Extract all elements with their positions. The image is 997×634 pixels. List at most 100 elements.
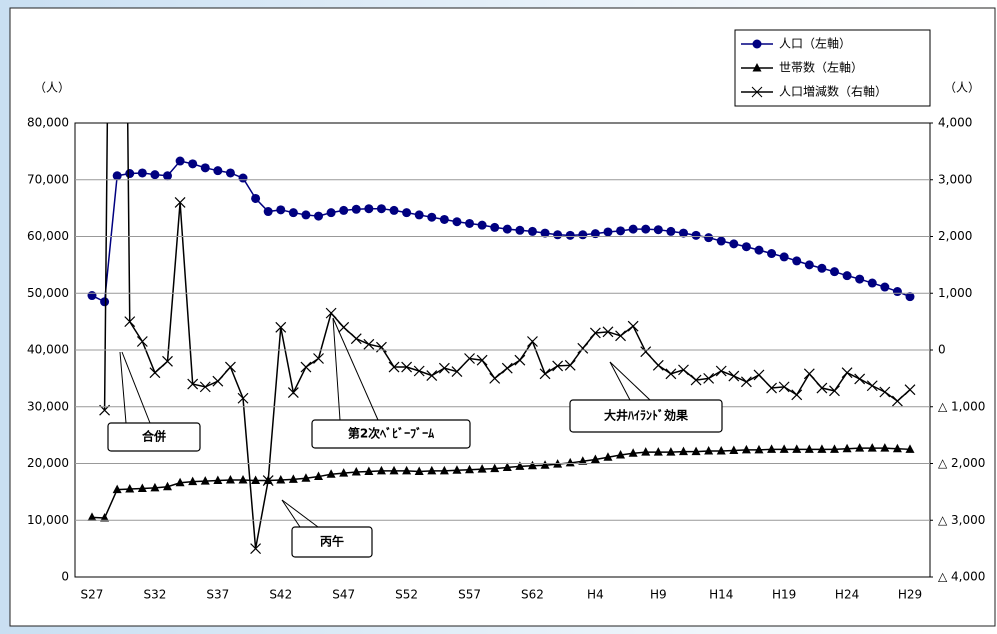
- point: [136, 336, 148, 347]
- point: [199, 381, 211, 393]
- point: [262, 475, 274, 486]
- point: [339, 468, 349, 477]
- callout-box: [291, 526, 373, 558]
- point: [602, 326, 614, 338]
- point: [540, 460, 550, 469]
- point: [313, 353, 324, 364]
- point: [350, 333, 362, 345]
- annotation: 第2次ﾍﾞﾋﾞｰﾌﾞｰﾑ: [348, 426, 434, 441]
- chart-frame: [9, 7, 996, 627]
- point: [212, 375, 224, 387]
- point: [451, 366, 463, 377]
- point: [641, 224, 651, 234]
- callout-box: [569, 399, 723, 433]
- point: [439, 214, 449, 224]
- point: [301, 473, 311, 482]
- point: [691, 230, 701, 240]
- y-tick-label: 30,000: [27, 399, 69, 413]
- point: [841, 367, 853, 379]
- point: [175, 477, 185, 487]
- point: [666, 447, 676, 456]
- point: [829, 267, 839, 277]
- point: [527, 336, 538, 347]
- point: [854, 373, 866, 385]
- point: [753, 369, 765, 381]
- callout-pointer: [332, 317, 379, 421]
- point: [263, 207, 273, 217]
- point: [690, 374, 702, 386]
- point: [413, 365, 425, 377]
- point: [615, 330, 626, 342]
- point: [438, 362, 450, 374]
- point: [728, 370, 740, 382]
- x-tick-label: S42: [269, 588, 292, 602]
- point: [351, 204, 361, 214]
- point: [766, 382, 777, 394]
- point: [578, 456, 588, 465]
- x-tick-label: S37: [206, 588, 229, 602]
- point: [414, 210, 424, 220]
- callout-pointer: [281, 499, 301, 528]
- point: [704, 233, 714, 243]
- y2-tick-label: 0: [938, 343, 946, 357]
- annotation: 合併: [142, 429, 166, 444]
- point: [553, 230, 563, 240]
- legend-marker: [751, 86, 763, 98]
- point: [804, 260, 814, 270]
- point: [539, 368, 551, 380]
- x-tick-label: S27: [81, 588, 104, 602]
- point: [150, 482, 160, 492]
- legend-label: 世帯数（左軸）: [779, 60, 863, 75]
- point: [188, 159, 198, 169]
- point: [163, 171, 173, 181]
- point: [87, 291, 97, 301]
- x-tick-label: H24: [835, 588, 859, 602]
- x-tick-label: S62: [521, 588, 544, 602]
- point: [829, 444, 839, 453]
- legend-marker: [752, 63, 762, 72]
- point: [767, 249, 777, 259]
- point: [578, 230, 588, 240]
- point: [465, 464, 475, 474]
- x-tick-label: S52: [395, 588, 418, 602]
- point: [276, 205, 286, 215]
- callout-pointer: [121, 351, 151, 424]
- point: [653, 447, 663, 456]
- point: [879, 386, 891, 398]
- point: [880, 443, 890, 452]
- point: [376, 465, 386, 475]
- point: [288, 474, 298, 483]
- point: [502, 224, 512, 234]
- point: [276, 474, 286, 484]
- point: [112, 171, 122, 181]
- point: [338, 321, 350, 333]
- point: [703, 372, 715, 384]
- point: [754, 245, 764, 255]
- y-tick-label: 20,000: [27, 456, 69, 470]
- point: [225, 168, 235, 178]
- point: [200, 476, 210, 485]
- point: [603, 452, 613, 461]
- point: [866, 380, 878, 392]
- point: [238, 474, 248, 484]
- point: [767, 444, 777, 453]
- point: [402, 208, 412, 218]
- point: [150, 170, 160, 180]
- point: [565, 457, 575, 467]
- x-tick-label: H14: [709, 588, 733, 602]
- point: [527, 460, 537, 470]
- point: [100, 512, 110, 522]
- y2-tick-label: △ 4,000: [938, 570, 985, 584]
- point: [514, 354, 526, 366]
- point: [716, 446, 726, 455]
- point: [729, 239, 739, 249]
- point: [892, 287, 902, 297]
- y-tick-label: 80,000: [27, 116, 69, 130]
- point: [855, 443, 865, 452]
- point: [842, 271, 852, 281]
- point: [678, 228, 688, 238]
- point: [314, 471, 324, 481]
- point: [527, 226, 537, 236]
